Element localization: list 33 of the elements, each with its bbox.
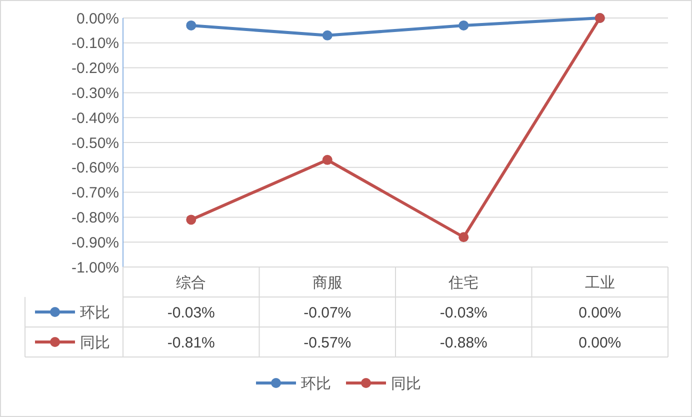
- point: [322, 30, 332, 40]
- y-tick-label: -0.60%: [71, 160, 119, 177]
- legend-label: 同比: [80, 334, 110, 352]
- data-label: 0.00%: [578, 304, 622, 322]
- text: 环比: [301, 375, 331, 392]
- data-label: 0.00%: [578, 334, 622, 352]
- y-tick-label: -0.10%: [71, 35, 119, 52]
- x-tick-label: 商服: [312, 274, 342, 292]
- point: [458, 232, 469, 242]
- point: [458, 20, 469, 30]
- point: [186, 214, 196, 225]
- y-tick-label: -0.50%: [71, 134, 119, 152]
- y-tick-label: -0.40%: [71, 110, 119, 127]
- x-tick-label: 综合: [176, 274, 206, 292]
- y-tick-label: -0.70%: [71, 184, 119, 202]
- x-tick-label: 住宅: [448, 274, 479, 292]
- point: [322, 154, 332, 165]
- data-label: -0.07%: [304, 304, 352, 322]
- y-tick-label: -0.90%: [71, 234, 119, 252]
- data-label: -0.57%: [304, 334, 352, 352]
- y-tick-label: -0.30%: [71, 84, 119, 102]
- x-tick-label: 工业: [584, 274, 615, 292]
- data-label: -0.03%: [440, 304, 488, 322]
- data-label: -0.03%: [167, 304, 215, 322]
- point: [186, 20, 196, 30]
- text: 同比: [391, 375, 421, 392]
- y-tick-label: -1.00%: [71, 259, 119, 276]
- y-tick-label: -0.80%: [71, 209, 119, 226]
- data-label: -0.88%: [440, 334, 488, 352]
- data-label: -0.81%: [167, 334, 215, 352]
- legend-label: 环比: [80, 304, 110, 322]
- y-tick-label: 0.00%: [76, 10, 119, 28]
- y-tick-label: -0.20%: [71, 60, 119, 78]
